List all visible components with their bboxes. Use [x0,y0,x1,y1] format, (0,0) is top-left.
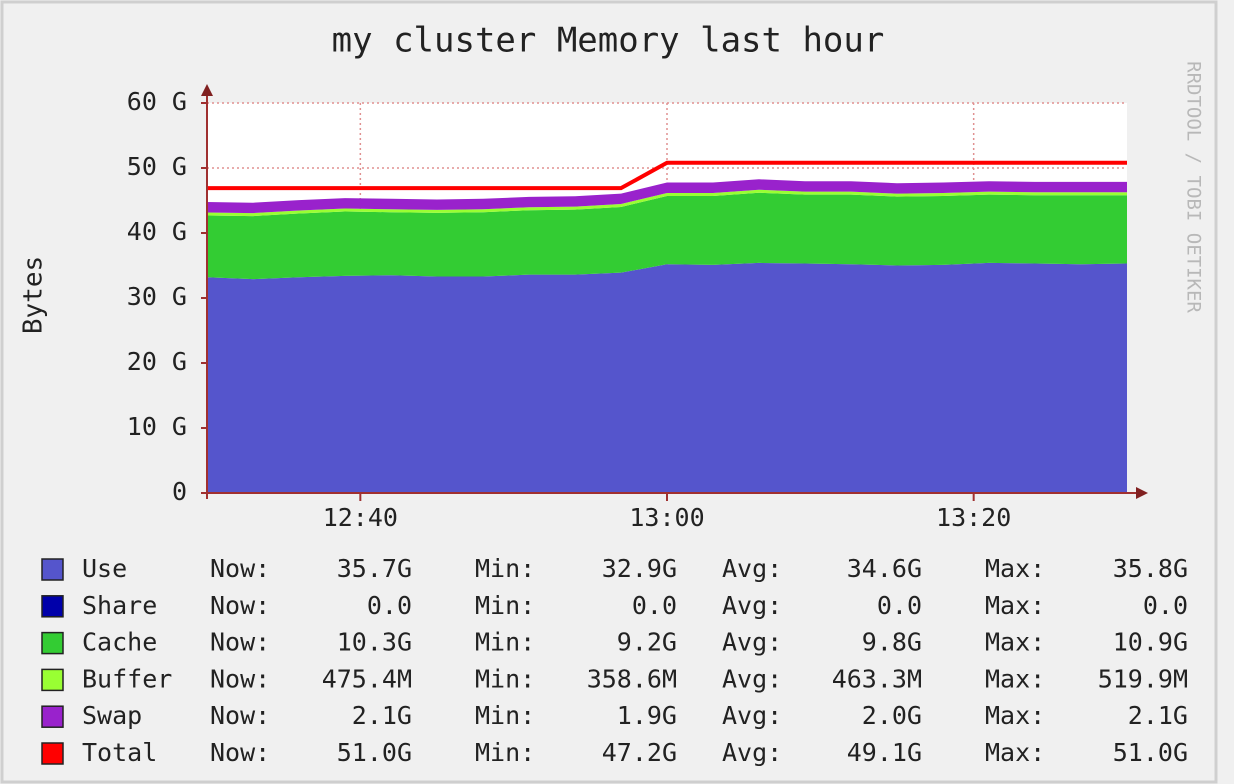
stat-value: 2.0G [862,701,922,730]
stat-label: Avg: [722,628,782,657]
stat-label: Max: [985,738,1045,767]
stat-label: Avg: [722,664,782,693]
stat-label: Min: [475,664,535,693]
stat-value: 1.9G [617,701,677,730]
legend-swatch [41,595,64,618]
stat-label: Min: [475,738,535,767]
stat-value: 0.0 [1143,591,1188,620]
y-tick-label: 60 G [127,87,187,116]
y-tick-label: 0 [172,477,187,506]
stat-value: 0.0 [632,591,677,620]
y-tick-label: 20 G [127,347,187,376]
stat-label: Max: [985,628,1045,657]
x-axis-arrow [1136,487,1148,499]
stat-value: 10.9G [1113,628,1188,657]
stat-value: 9.8G [862,628,922,657]
x-tick-label: 12:40 [323,503,398,532]
stat-label: Min: [475,628,535,657]
stat-value: 519.9M [1098,664,1188,693]
stat-value: 51.0G [1113,738,1188,767]
stat-label: Now: [210,554,270,583]
stat-label: Min: [475,701,535,730]
stat-label: Min: [475,591,535,620]
line-series [207,160,1127,191]
stat-value: 10.3G [337,628,412,657]
y-tick-label: 40 G [127,217,187,246]
area-series [207,189,1127,217]
stat-label: Max: [985,701,1045,730]
legend-label: Swap [82,701,142,730]
stat-label: Avg: [722,701,782,730]
stat-value: 475.4M [322,664,412,693]
x-tick-label: 13:00 [629,503,704,532]
area-series [207,262,1127,493]
stat-label: Now: [210,701,270,730]
y-tick-label: 30 G [127,282,187,311]
stat-value: 35.8G [1113,554,1188,583]
stat-label: Avg: [722,591,782,620]
legend-swatch [41,558,64,581]
stat-label: Max: [985,664,1045,693]
stat-label: Min: [475,554,535,583]
stat-label: Now: [210,738,270,767]
stat-value: 32.9G [602,554,677,583]
stat-value: 35.7G [337,554,412,583]
stat-value: 0.0 [877,591,922,620]
legend-swatch [41,705,64,728]
y-axis-label: Bytes [19,256,49,334]
stat-label: Avg: [722,738,782,767]
legend-swatch [41,668,64,692]
watermark: RRDTOOL / TOBI OETIKER [1183,61,1205,313]
stat-label: Now: [210,628,270,657]
stat-value: 47.2G [602,738,677,767]
stat-label: Avg: [722,554,782,583]
stat-value: 2.1G [1128,701,1188,730]
y-axis-arrow [201,84,213,96]
y-tick-label: 10 G [127,412,187,441]
stat-label: Max: [985,554,1045,583]
legend-label: Total [82,738,157,767]
area-series [207,179,1127,214]
stat-label: Max: [985,591,1045,620]
stat-value: 2.1G [352,701,412,730]
legend-label: Buffer [82,664,172,693]
legend-swatch [41,631,64,655]
y-tick-label: 50 G [127,152,187,181]
legend-label: Share [82,591,157,620]
x-tick-label: 13:20 [936,503,1011,532]
stat-value: 51.0G [337,738,412,767]
legend-label: Use [82,554,127,583]
stat-value: 9.2G [617,628,677,657]
area-series [207,192,1127,280]
stat-value: 463.3M [832,664,922,693]
chart-title: my cluster Memory last hour [332,21,885,61]
stat-label: Now: [210,664,270,693]
stat-value: 49.1G [847,738,922,767]
stat-value: 358.6M [587,664,677,693]
legend-swatch [41,742,64,765]
legend-label: Cache [82,628,157,657]
stat-value: 34.6G [847,554,922,583]
stat-value: 0.0 [367,591,412,620]
stat-label: Now: [210,591,270,620]
